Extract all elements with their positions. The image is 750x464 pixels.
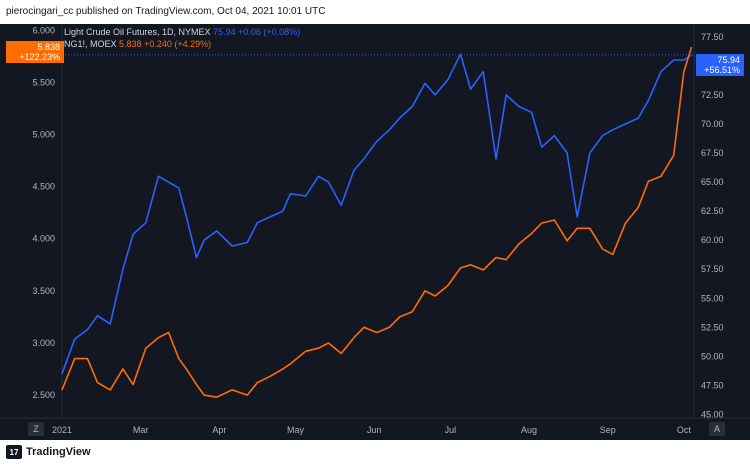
left-price-tag: 5.838 +122.23% (6, 41, 64, 64)
auto-scale-button[interactable]: A (709, 422, 725, 436)
legend-ng-name: NG1!, MOEX (64, 39, 117, 49)
time-tick-label: Aug (521, 425, 537, 435)
legend-ng-price: 5.838 (119, 39, 142, 49)
tradingview-brand[interactable]: 17 TradingView (6, 445, 91, 459)
legend-row-crude[interactable]: Light Crude Oil Futures, 1D, NYMEX 75.94… (64, 26, 300, 38)
left-tick-label: 4.500 (32, 182, 55, 192)
right-tick-label: 72.50 (701, 90, 724, 100)
right-tick-label: 50.00 (701, 351, 724, 361)
right-tick-label: 57.50 (701, 264, 724, 274)
series-lines (61, 46, 693, 399)
timezone-button[interactable]: Z (28, 422, 44, 436)
right-tick-label: 52.50 (701, 322, 724, 332)
left-tick-label: 3.500 (32, 286, 55, 296)
time-tick-label: Mar (133, 425, 149, 435)
left-tick-label: 5.500 (32, 77, 55, 87)
time-tick-label: Jun (367, 425, 382, 435)
time-tick-label: 2021 (52, 425, 72, 435)
right-tick-label: 47.50 (701, 380, 724, 390)
legend-crude-name: Light Crude Oil Futures, 1D, NYMEX (64, 27, 211, 37)
legend-row-ng[interactable]: NG1!, MOEX 5.838 +0.240 (+4.29%) (64, 38, 300, 50)
legend-crude-price: 75.94 (213, 27, 236, 37)
left-tick-label: 6.000 (32, 25, 55, 35)
time-tick-label: Apr (212, 425, 226, 435)
right-tick-label: 60.00 (701, 235, 724, 245)
right-tick-label: 77.50 (701, 32, 724, 42)
time-tick-label: Oct (677, 425, 692, 435)
series-line-crude-oil (61, 53, 692, 375)
left-tag-pct: +122.23% (19, 52, 60, 63)
left-tick-label: 5.000 (32, 129, 55, 139)
right-tick-label: 62.50 (701, 206, 724, 216)
right-axis-ticks: 77.5075.0072.5070.0067.5065.0062.5060.00… (701, 32, 724, 420)
published-text: pierocingari_cc published on TradingView… (6, 6, 326, 17)
left-axis-ticks: 6.000 5.500 5.000 4.500 4.000 3.500 3.000 2.500 (32, 25, 55, 400)
price-chart[interactable]: 6.000 5.500 5.000 4.500 4.000 3.500 3.000 2.500… (0, 24, 750, 440)
footer: 17 TradingView (0, 440, 750, 464)
left-tick-label: 2.500 (32, 390, 55, 400)
publish-header: pierocingari_cc published on TradingView… (0, 0, 750, 24)
right-tick-label: 45.00 (701, 410, 724, 420)
right-tick-label: 55.00 (701, 293, 724, 303)
right-tag-price: 75.94 (717, 54, 740, 65)
right-tag-pct: +56.51% (704, 64, 740, 75)
legend: Light Crude Oil Futures, 1D, NYMEX 75.94… (64, 26, 300, 50)
left-tick-label: 3.000 (32, 338, 55, 348)
series-line-natural-gas (61, 46, 693, 399)
left-tick-label: 4.000 (32, 234, 55, 244)
legend-ng-change: +0.240 (+4.29%) (144, 39, 212, 49)
time-axis-ticks: 2021 Mar Apr May Jun Jul Aug Sep Oct (52, 425, 691, 435)
brand-name: TradingView (26, 446, 91, 458)
tradingview-logo-icon: 17 (6, 445, 22, 459)
time-tick-label: May (287, 425, 305, 435)
right-price-tag: 75.94 +56.51% (696, 53, 744, 76)
chart-area[interactable]: 6.000 5.500 5.000 4.500 4.000 3.500 3.000 2.500… (0, 24, 750, 440)
time-tick-label: Jul (445, 425, 457, 435)
right-tick-label: 65.00 (701, 177, 724, 187)
right-tick-label: 70.00 (701, 119, 724, 129)
legend-crude-change: +0.06 (+0.08%) (238, 27, 301, 37)
right-tick-label: 67.50 (701, 148, 724, 158)
left-tag-price: 5.838 (37, 42, 60, 53)
time-tick-label: Sep (600, 425, 616, 435)
